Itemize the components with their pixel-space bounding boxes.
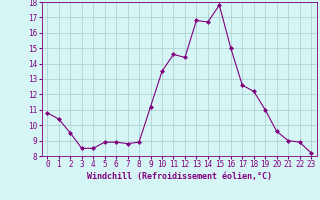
X-axis label: Windchill (Refroidissement éolien,°C): Windchill (Refroidissement éolien,°C): [87, 172, 272, 181]
